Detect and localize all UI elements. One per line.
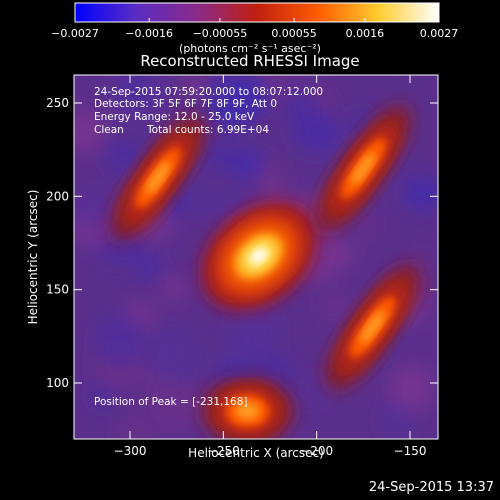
method-label: Clean <box>94 124 124 136</box>
colorbar-tick-label: −0.00055 <box>193 27 248 40</box>
heatmap-image <box>74 75 438 439</box>
colorbar-unit-label: (photons cm⁻² s⁻¹ asec⁻²) <box>179 42 321 55</box>
y-tick-label: 100 <box>46 376 69 390</box>
chart-title: Reconstructed RHESSI Image <box>140 52 360 70</box>
x-tick-label: −200 <box>300 444 333 458</box>
energy-range-label: Energy Range: 12.0 - 25.0 keV <box>94 111 255 123</box>
x-axis-ticks: −300 −250 −200 −150 <box>114 75 427 458</box>
y-tick-label: 150 <box>46 283 69 297</box>
bottom-source-source <box>202 377 293 439</box>
main-peak-source <box>202 202 316 310</box>
colorbar: −0.0027 −0.0016 −0.00055 0.00055 0.0016 0.002… <box>51 2 458 40</box>
colorbar-tick-label: 0.0027 <box>420 27 459 40</box>
x-axis-label: Heliocentric X (arcsec) <box>188 446 324 460</box>
peak-position-label: Position of Peak = [-231,168] <box>94 396 248 408</box>
y-tick-label: 200 <box>46 189 69 203</box>
timestamp: 24-Sep-2015 13:37 <box>368 480 494 495</box>
time-range-label: 24-Sep-2015 07:59:20.000 to 08:07:12.000 <box>94 86 324 98</box>
colorbar-gradient <box>74 2 440 23</box>
detectors-label: Detectors: 3F 5F 6F 7F 8F 9F, Att 0 <box>94 98 278 110</box>
y-axis-ticks: 100 150 200 250 <box>46 96 438 390</box>
colorbar-tick-label: 0.0016 <box>346 27 385 40</box>
upper-left-ridge-source <box>111 115 205 241</box>
x-tick-label: −300 <box>114 444 147 458</box>
colorbar-tick-label: 0.00055 <box>271 27 317 40</box>
total-counts-label: Total counts: 6.99E+04 <box>147 124 270 136</box>
x-tick-label: −150 <box>394 444 427 458</box>
x-tick-label: −250 <box>207 444 240 458</box>
y-tick-label: 250 <box>46 96 69 110</box>
upper-right-ridge-source <box>316 105 410 231</box>
colorbar-ticks: −0.0027 −0.0016 −0.00055 0.00055 0.0016 0.002… <box>51 18 458 40</box>
lower-right-ridge-source <box>326 264 420 390</box>
plot-frame <box>73 74 439 440</box>
colorbar-tick-label: −0.0027 <box>51 27 99 40</box>
colorbar-tick-label: −0.0016 <box>125 27 173 40</box>
y-axis-label: Heliocentric Y (arcsec) <box>26 189 40 325</box>
